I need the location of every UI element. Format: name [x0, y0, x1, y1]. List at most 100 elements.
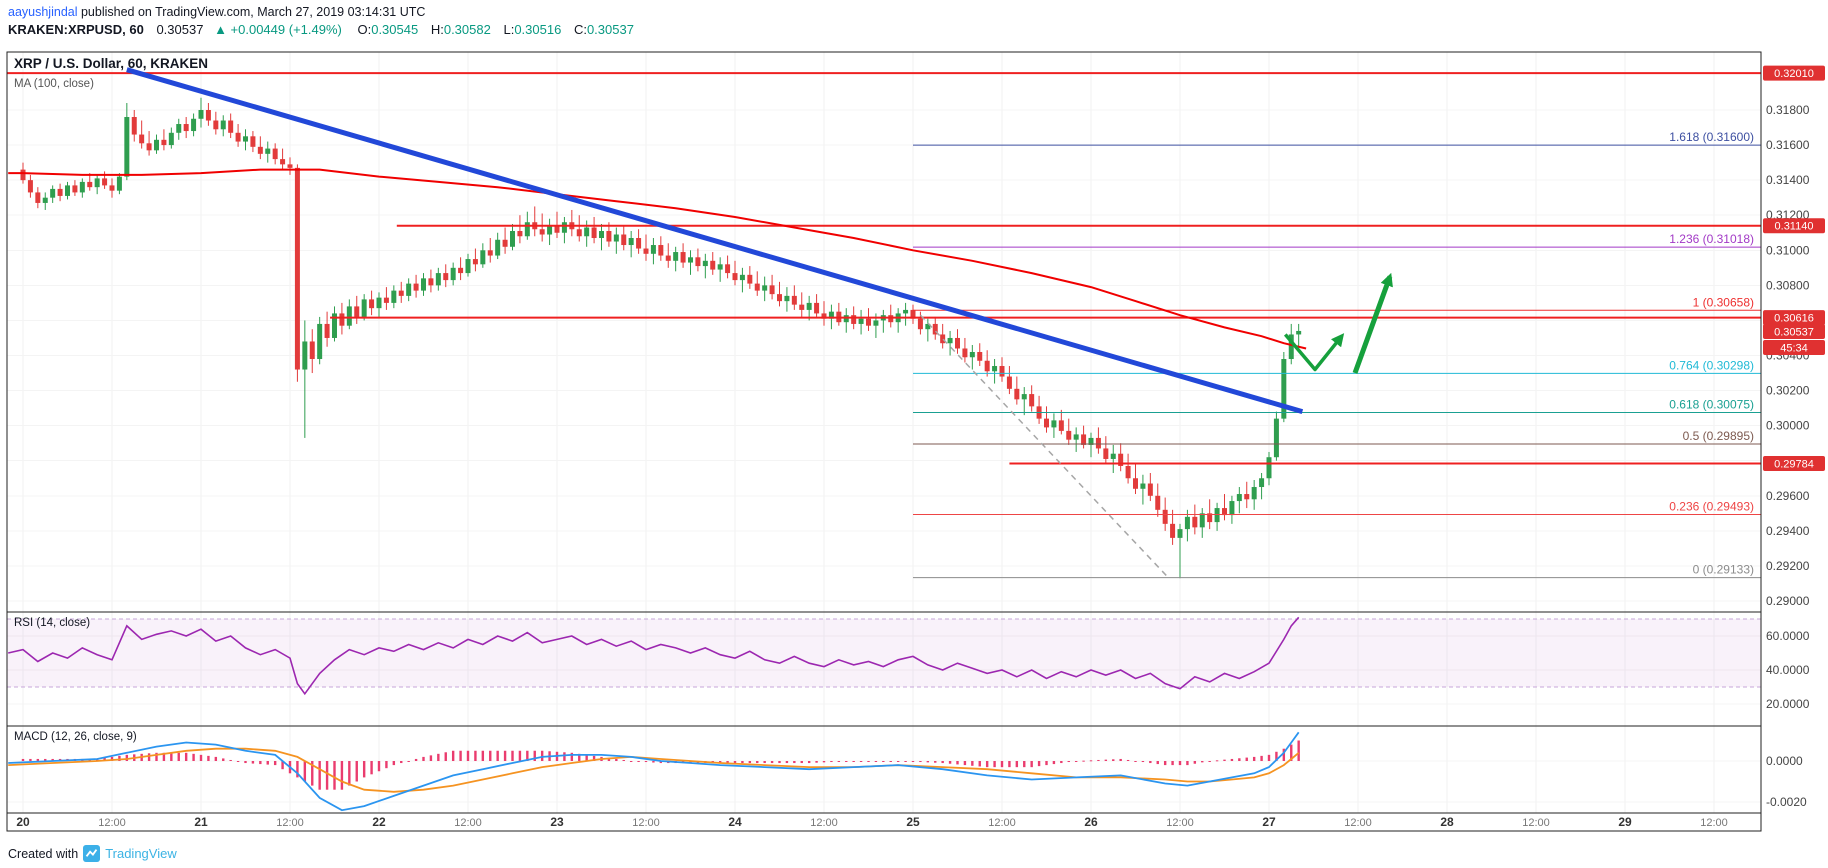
published-line: aayushjindal published on TradingView.co…: [8, 5, 425, 19]
fib-label: 0.764 (0.30298): [1669, 358, 1754, 372]
ma-100-line: [8, 168, 1307, 350]
price-tick-label: 0.31000: [1766, 243, 1810, 257]
macd-tick-label: 0.0000: [1766, 754, 1803, 768]
chart-title: XRP / U.S. Dollar, 60, KRAKEN: [14, 56, 209, 71]
svg-text:45:34: 45:34: [1780, 342, 1808, 354]
price-change: ▲ +0.00449 (+1.49%): [214, 22, 342, 37]
price-tick-label: 0.29600: [1766, 489, 1810, 503]
macd-histogram: [21, 740, 1300, 790]
svg-text:0.31140: 0.31140: [1775, 221, 1814, 233]
time-tick-label: 29: [1618, 815, 1632, 829]
price-line-badge: 0.31140: [1763, 218, 1825, 234]
svg-text:0.30537: 0.30537: [1774, 326, 1814, 338]
time-tick-label: 12:00: [632, 817, 660, 829]
open-label: O:: [357, 22, 372, 37]
symbol-info-bar: KRAKEN:XRPUSD, 60 0.30537 ▲ +0.00449 (+1…: [8, 22, 643, 37]
fib-retracement: 1.618 (0.31600) 1.236 (0.31018) 1 (0.30658…: [913, 130, 1761, 579]
time-tick-label: 27: [1262, 815, 1276, 829]
time-tick-label: 12:00: [454, 817, 482, 829]
svg-text:0.29784: 0.29784: [1774, 459, 1814, 471]
time-tick-label: 12:00: [810, 817, 838, 829]
rsi-tick-label: 20.0000: [1766, 697, 1810, 711]
fib-label: 1.236 (0.31018): [1669, 232, 1754, 246]
symbol-title: KRAKEN:XRPUSD, 60: [8, 22, 144, 37]
author-link[interactable]: aayushjindal: [8, 5, 78, 19]
time-tick-label: 12:00: [988, 817, 1016, 829]
time-tick-label: 12:00: [276, 817, 304, 829]
time-tick-label: 23: [550, 815, 564, 829]
open-value: 0.30545: [371, 22, 419, 37]
fib-label: 1 (0.30658): [1693, 295, 1754, 309]
fib-label: 1.618 (0.31600): [1669, 130, 1754, 144]
price-tick-label: 0.31800: [1766, 103, 1810, 117]
time-tick-label: 12:00: [1700, 817, 1728, 829]
fib-label: 0.236 (0.29493): [1669, 500, 1754, 514]
rsi-study-label: RSI (14, close): [14, 617, 91, 629]
rsi-band: [7, 619, 1761, 687]
time-tick-label: 22: [372, 815, 386, 829]
time-tick-label: 12:00: [1166, 817, 1194, 829]
price-line-badge: 0.30616: [1763, 310, 1825, 326]
fib-label: 0.618 (0.30075): [1669, 397, 1754, 411]
chart-border: [6, 51, 1762, 832]
rsi-line: [8, 616, 1300, 696]
low-value: 0.30516: [514, 22, 562, 37]
ohlc-low: L:0.30516: [503, 22, 561, 37]
bullish-projection-arrow: [1352, 272, 1393, 374]
dashed-decline-trendline: [919, 314, 1170, 579]
price-tick-label: 0.30200: [1766, 384, 1810, 398]
ma-study-label: MA (100, close): [14, 78, 94, 90]
time-tick-label: 12:00: [1522, 817, 1550, 829]
footer: Created with TradingView: [8, 845, 177, 862]
published-text: published on TradingView.com, March 27, …: [77, 5, 426, 19]
svg-text:0.32010: 0.32010: [1774, 68, 1814, 80]
price-tick-label: 0.31400: [1766, 173, 1810, 187]
time-tick-label: 12:00: [1344, 817, 1372, 829]
fib-label: 0.5 (0.29895): [1683, 429, 1754, 443]
ohlc-open: O:0.30545: [357, 22, 418, 37]
time-tick-label: 25: [906, 815, 920, 829]
price-tick-label: 0.30800: [1766, 278, 1810, 292]
macd-study-label: MACD (12, 26, close, 9): [14, 731, 137, 743]
bullish-bounce-arrow: [1283, 333, 1345, 372]
time-axis: 20 12:00 21 12:00 22 12:00 23 12:00 24 12:00 25 12:…: [16, 815, 1727, 829]
price-line-badge: 0.32010: [1763, 65, 1825, 81]
last-price: 0.30537: [156, 22, 204, 37]
time-tick-label: 26: [1084, 815, 1098, 829]
blue-descending-trendline: [126, 67, 1304, 415]
time-tick-label: 12:00: [98, 817, 126, 829]
candlestick-series: [20, 97, 1302, 579]
macd-line: [8, 731, 1300, 812]
price-tick-label: 0.29200: [1766, 559, 1810, 573]
price-tick-label: 0.29000: [1766, 594, 1810, 608]
macd-tick-label: -0.0020: [1766, 795, 1807, 809]
horizontal-price-lines: [7, 72, 1761, 465]
created-with-text: Created with: [8, 846, 79, 861]
price-axis: 0.318000.316000.314000.312000.310000.308…: [1766, 103, 1810, 809]
countdown-badge: 45:34: [1763, 339, 1825, 355]
low-label: L:: [503, 22, 515, 37]
time-tick-label: 20: [16, 815, 30, 829]
grid-lines: [7, 52, 1761, 813]
close-label: C:: [573, 22, 587, 37]
rsi-tick-label: 40.0000: [1766, 663, 1810, 677]
price-line-badge: 0.29784: [1763, 456, 1825, 472]
price-tick-label: 0.30000: [1766, 419, 1810, 433]
fib-label: 0 (0.29133): [1693, 563, 1754, 577]
high-value: 0.30582: [443, 22, 491, 37]
price-tick-label: 0.29400: [1766, 524, 1810, 538]
high-label: H:: [430, 22, 444, 37]
price-tick-label: 0.31600: [1766, 138, 1810, 152]
tradingview-brand-link[interactable]: TradingView: [105, 846, 177, 861]
time-tick-label: 24: [728, 815, 742, 829]
time-tick-label: 21: [194, 815, 208, 829]
tradingview-logo-icon[interactable]: [83, 845, 101, 862]
rsi-tick-label: 60.0000: [1766, 629, 1810, 643]
pane-separators: [7, 611, 1761, 814]
ohlc-high: H:0.30582: [431, 22, 491, 37]
current-price-badge: 0.30537: [1763, 323, 1825, 339]
ohlc-close: C:0.30537: [574, 22, 634, 37]
time-tick-label: 28: [1440, 815, 1454, 829]
svg-text:0.30616: 0.30616: [1774, 313, 1814, 325]
